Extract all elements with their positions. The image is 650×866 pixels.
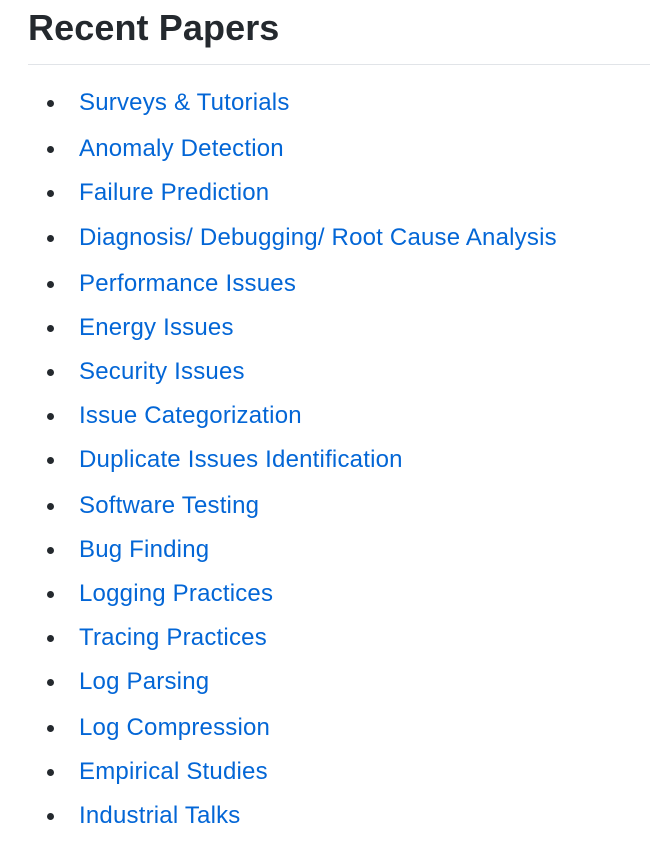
bullet-icon xyxy=(47,725,54,732)
toc-link[interactable]: Logging Practices xyxy=(79,580,274,607)
toc-link[interactable]: Issue Categorization xyxy=(79,402,302,429)
list-item: Logging Practices xyxy=(0,580,650,608)
toc-link[interactable]: Bug Finding xyxy=(79,536,210,563)
list-item: Empirical Studies xyxy=(0,758,650,786)
list-item: Energy Issues xyxy=(0,314,650,342)
list-item: Bug Finding xyxy=(0,536,650,564)
list-item: Tracing Practices xyxy=(0,624,650,652)
toc-link[interactable]: Empirical Studies xyxy=(79,758,268,785)
toc-link[interactable]: Diagnosis/ Debugging/ Root Cause Analysi… xyxy=(79,224,557,251)
bullet-icon xyxy=(47,813,54,820)
toc-link[interactable]: Anomaly Detection xyxy=(79,135,284,162)
title-divider xyxy=(28,64,650,65)
bullet-icon xyxy=(47,457,54,464)
list-item: Performance Issues xyxy=(0,270,650,298)
bullet-icon xyxy=(47,369,54,376)
list-item: Duplicate Issues Identification xyxy=(0,446,650,474)
bullet-icon xyxy=(47,190,54,197)
bullet-icon xyxy=(47,413,54,420)
bullet-icon xyxy=(47,325,54,332)
list-item: Security Issues xyxy=(0,358,650,386)
toc-link[interactable]: Log Parsing xyxy=(79,668,210,695)
list-item: Anomaly Detection xyxy=(0,135,650,163)
table-of-contents: Surveys & Tutorials Anomaly Detection Fail… xyxy=(0,89,650,830)
list-item: Log Parsing xyxy=(0,668,650,696)
toc-link[interactable]: Industrial Talks xyxy=(79,802,241,829)
toc-link[interactable]: Performance Issues xyxy=(79,270,297,297)
bullet-icon xyxy=(47,100,54,107)
list-item: Industrial Talks xyxy=(0,802,650,830)
toc-link[interactable]: Surveys & Tutorials xyxy=(79,89,290,116)
list-item: Software Testing xyxy=(0,492,650,520)
toc-link[interactable]: Duplicate Issues Identification xyxy=(79,446,403,473)
toc-link[interactable]: Software Testing xyxy=(79,492,260,519)
bullet-icon xyxy=(47,281,54,288)
bullet-icon xyxy=(47,547,54,554)
list-item: Issue Categorization xyxy=(0,402,650,430)
list-item: Diagnosis/ Debugging/ Root Cause Analysi… xyxy=(0,224,650,252)
bullet-icon xyxy=(47,146,54,153)
toc-link[interactable]: Tracing Practices xyxy=(79,624,267,651)
toc-link[interactable]: Security Issues xyxy=(79,358,245,385)
page-title: Recent Papers xyxy=(28,7,280,48)
list-item: Failure Prediction xyxy=(0,179,650,207)
bullet-icon xyxy=(47,235,54,242)
bullet-icon xyxy=(47,679,54,686)
bullet-icon xyxy=(47,591,54,598)
bullet-icon xyxy=(47,503,54,510)
toc-link[interactable]: Failure Prediction xyxy=(79,179,270,206)
bullet-icon xyxy=(47,769,54,776)
bullet-icon xyxy=(47,635,54,642)
toc-link[interactable]: Energy Issues xyxy=(79,314,234,341)
list-item: Surveys & Tutorials xyxy=(0,89,650,117)
list-item: Log Compression xyxy=(0,714,650,742)
toc-link[interactable]: Log Compression xyxy=(79,714,271,741)
